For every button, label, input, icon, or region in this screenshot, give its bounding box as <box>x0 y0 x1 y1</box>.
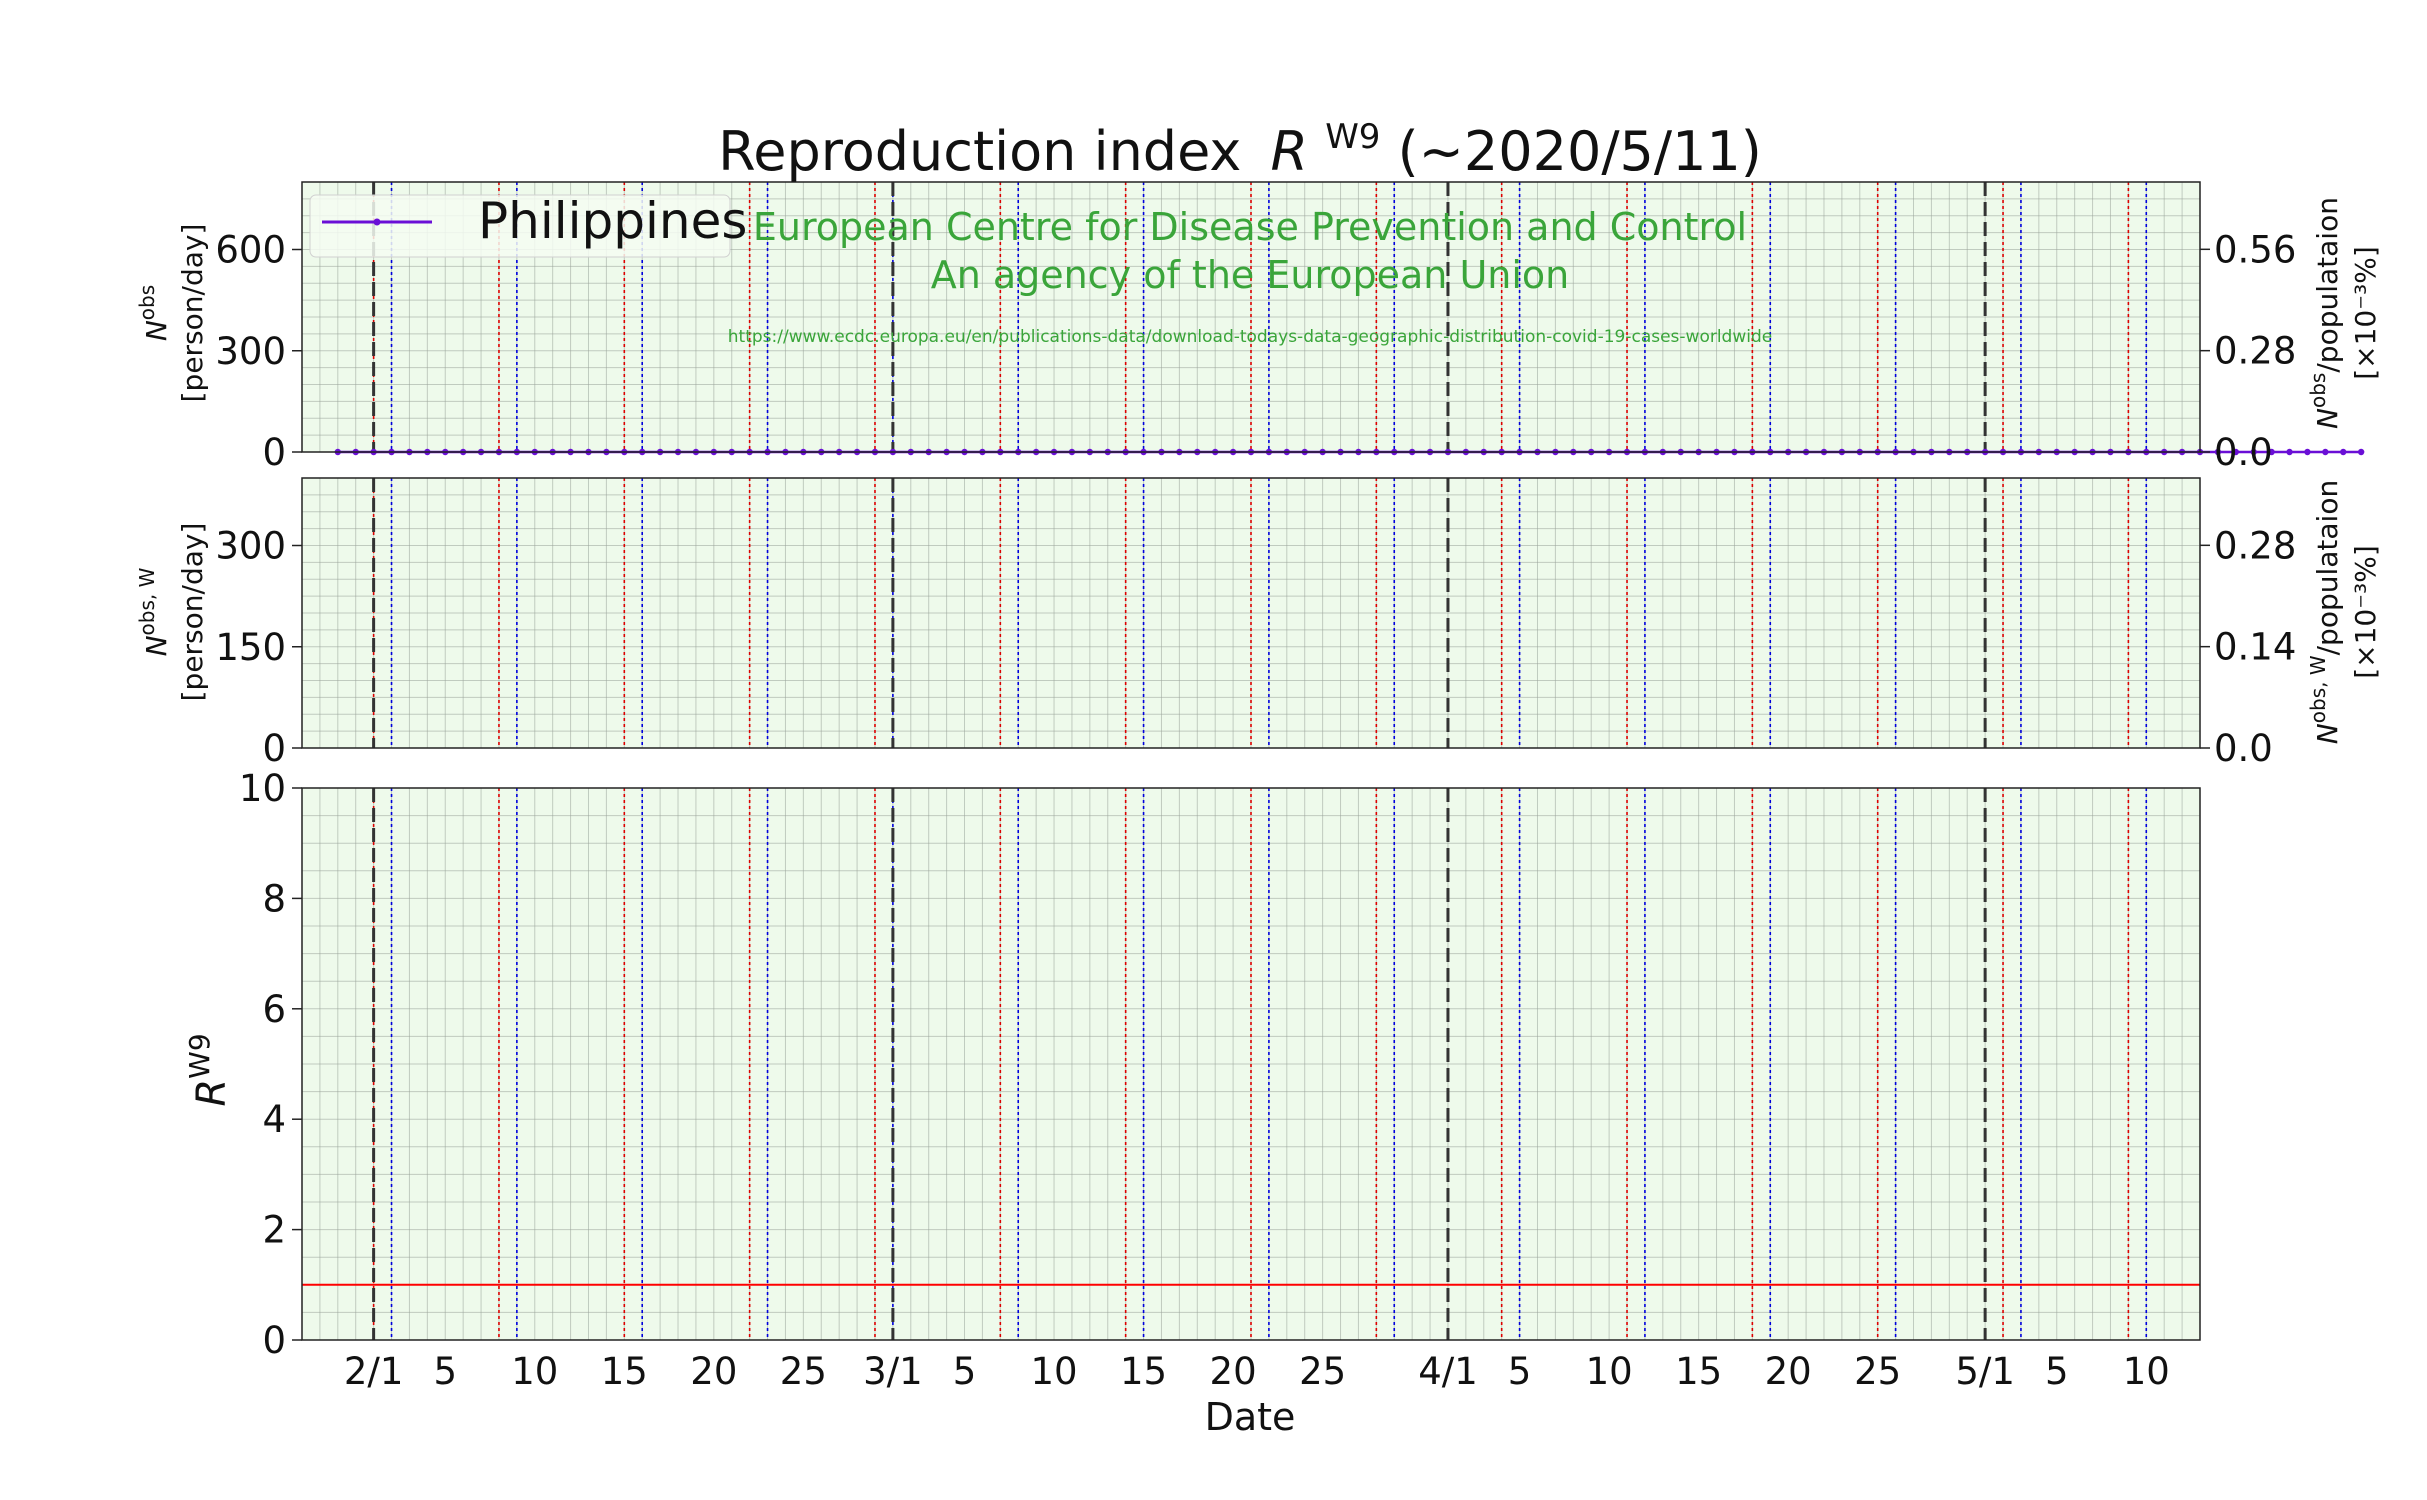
x-tick-label: 15 <box>1675 1350 1722 1393</box>
x-tick-label: 15 <box>1120 1350 1167 1393</box>
y-tick-label: 600 <box>215 229 286 272</box>
chart-title: Reproduction index R W9 (∼2020/5/11) <box>718 98 1762 183</box>
panel-3-frame <box>301 787 2201 1341</box>
x-tick-label: 25 <box>1299 1350 1346 1393</box>
data-point <box>2268 448 2275 456</box>
panel-1: 0 300 600 0.0 0.28 0.56 <box>215 181 2365 474</box>
y-tick-label: 4 <box>262 1098 286 1141</box>
y-tick-label: 8 <box>262 877 286 920</box>
svg-text:[×10⁻³%]: [×10⁻³%] <box>2349 545 2382 679</box>
x-tick-label: 10 <box>511 1350 558 1393</box>
p3-left-axis-title: RW9 <box>183 1033 235 1106</box>
right-y-tick-label: 0.56 <box>2214 228 2296 271</box>
x-tick-label: 2/1 <box>344 1350 404 1393</box>
x-tick-label: 15 <box>601 1350 648 1393</box>
svg-text:Nobs/populataion: Nobs/populataion <box>2306 197 2344 429</box>
x-tick-label: 10 <box>1586 1350 1633 1393</box>
right-y-tick-label: 0.0 <box>2214 727 2273 770</box>
y-tick-label: 0 <box>262 431 286 474</box>
x-axis-title: Date <box>1205 1395 1296 1439</box>
title-main: Reproduction index <box>718 120 1241 183</box>
data-point <box>2340 448 2347 456</box>
data-point <box>2286 448 2293 456</box>
legend-swatch-marker <box>373 218 381 226</box>
title-symbol: R <box>1270 120 1308 183</box>
y-tick-label: 150 <box>215 626 286 669</box>
right-y-tick-label: 0.14 <box>2214 626 2296 669</box>
y-tick-label: 0 <box>262 1319 286 1362</box>
data-point <box>2214 448 2222 456</box>
x-tick-label: 10 <box>1030 1350 1077 1393</box>
x-tick-label: 10 <box>2123 1350 2170 1393</box>
p1-right-axis-title: Nobs/populataion [×10⁻³%] <box>2306 197 2382 429</box>
title-superscript: W9 <box>1325 117 1380 157</box>
x-tick-label: 20 <box>1765 1350 1812 1393</box>
x-tick-label: 5 <box>1508 1350 1532 1393</box>
p2-right-axis-title: Nobs, W/populataion [×10⁻³%] <box>2306 480 2382 744</box>
panel-2-frame <box>301 477 2201 749</box>
svg-text:[person/day]: [person/day] <box>176 523 209 702</box>
svg-text:Nobs: Nobs <box>135 285 173 341</box>
x-tick-label: 4/1 <box>1418 1350 1478 1393</box>
x-tick-label: 25 <box>1854 1350 1901 1393</box>
x-tick-label: 5 <box>953 1350 977 1393</box>
y-tick-label: 2 <box>262 1209 286 1252</box>
y-tick-label: 6 <box>262 988 286 1031</box>
right-y-tick-label: 0.28 <box>2214 330 2296 373</box>
watermark-line2: An agency of the European Union <box>931 253 1570 297</box>
panel-3: 0 2 4 6 8 10 <box>239 767 2201 1362</box>
p1-left-axis-title: Nobs [person/day] <box>135 224 209 403</box>
title-suffix: (∼2020/5/11) <box>1398 120 1762 183</box>
svg-text:Nobs, W/populataion: Nobs, W/populataion <box>2306 480 2344 744</box>
x-tick-label: 5 <box>433 1350 457 1393</box>
x-tick-label: 5/1 <box>1955 1350 2015 1393</box>
data-point <box>2357 448 2365 456</box>
panel-1-frame <box>301 181 2201 453</box>
data-point <box>2250 448 2257 456</box>
right-y-tick-label: 0.28 <box>2214 524 2296 567</box>
data-point <box>2322 448 2329 456</box>
p2-left-axis-title: Nobs, W [person/day] <box>135 523 209 702</box>
y-tick-label: 10 <box>239 767 286 810</box>
data-point <box>2304 448 2311 456</box>
panel-2: 0 150 300 0.0 0.14 0.28 <box>215 477 2296 770</box>
x-tick-label: 25 <box>780 1350 827 1393</box>
y-tick-label: 300 <box>215 330 286 373</box>
x-tick-label: 20 <box>1210 1350 1257 1393</box>
right-y-tick-label: 0.0 <box>2214 431 2273 474</box>
legend: Philippines <box>309 192 747 258</box>
watermark-url: https://www.ecdc.europa.eu/en/publicatio… <box>728 327 1772 347</box>
svg-text:Nobs, W: Nobs, W <box>135 567 173 656</box>
svg-text:[×10⁻³%]: [×10⁻³%] <box>2349 246 2382 380</box>
data-point <box>2232 448 2240 456</box>
legend-box <box>309 194 731 258</box>
svg-text:RW9: RW9 <box>183 1033 235 1106</box>
x-tick-label: 3/1 <box>863 1350 923 1393</box>
y-tick-label: 0 <box>262 727 286 770</box>
x-tick-label: 5 <box>2045 1350 2069 1393</box>
watermark-line1: European Centre for Disease Prevention a… <box>753 205 1747 249</box>
svg-text:[person/day]: [person/day] <box>176 224 209 403</box>
y-tick-label: 300 <box>215 525 286 568</box>
x-tick-label: 20 <box>690 1350 737 1393</box>
legend-label: Philippines <box>478 192 747 250</box>
